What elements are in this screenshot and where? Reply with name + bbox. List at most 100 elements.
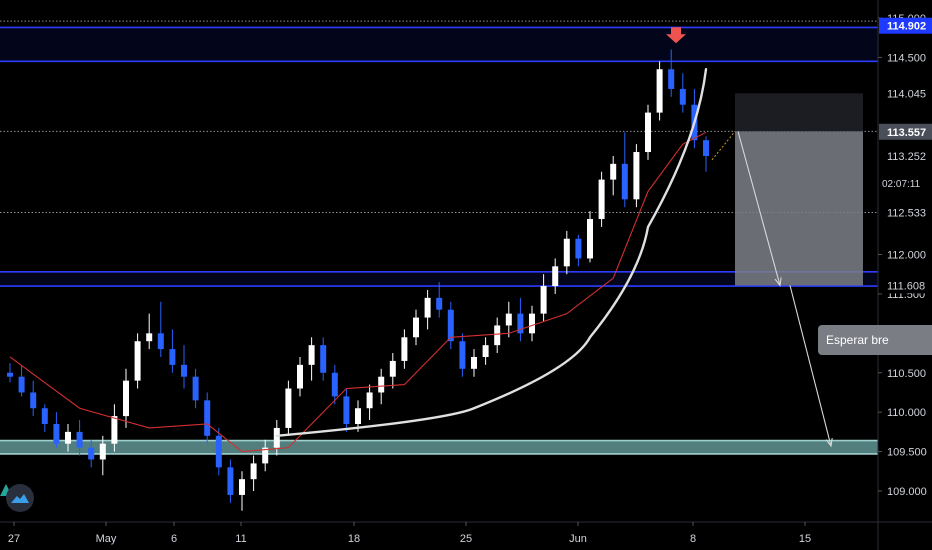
projection-box-upper — [735, 93, 863, 132]
candle-body — [401, 337, 408, 361]
candle-body — [679, 88, 686, 105]
candle-body — [181, 364, 187, 377]
candle-body — [297, 364, 303, 389]
price-label-bg — [879, 147, 932, 164]
candle-body — [146, 333, 153, 342]
callout-annotation: Esperar bre — [818, 325, 932, 355]
candle-body — [517, 313, 524, 334]
candle-body — [227, 467, 234, 495]
candle-body — [41, 408, 48, 424]
price-label: 114.902 — [887, 21, 926, 33]
candle-body — [610, 163, 617, 180]
candle-body — [471, 356, 477, 369]
countdown-label: 02:07:11 — [880, 177, 932, 192]
candle-body — [308, 345, 315, 365]
candle-body — [355, 408, 361, 424]
time-tick-label: 15 — [799, 533, 811, 545]
candle-body — [645, 112, 651, 153]
price-tick-label: 112.000 — [887, 250, 926, 262]
candle-body — [575, 238, 582, 259]
time-tick-label: 11 — [235, 533, 246, 545]
price-label-bg — [879, 17, 932, 34]
projection-box-lower — [735, 131, 863, 286]
candle-body — [18, 376, 25, 393]
price-label: 113.557 — [887, 127, 926, 139]
candle-body — [99, 443, 106, 460]
candles-layer — [7, 49, 709, 511]
candle-body — [250, 463, 257, 480]
candle-body — [111, 416, 118, 444]
candle-body — [366, 392, 373, 409]
candle-body — [436, 297, 443, 310]
candle-body — [262, 447, 269, 464]
candle-body — [204, 400, 211, 436]
price-label: 114.045 — [887, 88, 926, 100]
candle-body — [285, 388, 292, 428]
candle-body — [65, 431, 71, 444]
candle-body — [413, 317, 419, 338]
time-tick-label: 18 — [348, 533, 360, 545]
price-label: 113.252 — [887, 151, 926, 163]
candle-body — [273, 427, 280, 448]
level-lines-layer — [0, 20, 878, 213]
candle-body — [389, 360, 396, 377]
candle-body — [447, 309, 454, 342]
candle-body — [76, 431, 83, 448]
down-arrow-icon — [666, 27, 686, 44]
price-label: 112.533 — [887, 207, 926, 219]
price-tick-label: 109.000 — [887, 486, 927, 498]
candle-body — [505, 313, 512, 326]
time-tick-label: 27 — [8, 533, 20, 545]
marker-layer — [666, 27, 686, 44]
candle-body — [587, 219, 593, 259]
candle-body — [53, 423, 60, 444]
candle-body — [482, 345, 489, 357]
moving-average-layer — [9, 131, 707, 453]
projection-arrow-head — [774, 277, 782, 287]
curve-layer — [275, 68, 708, 438]
zone-rect — [0, 27, 878, 62]
candle-body — [459, 341, 466, 369]
parabolic-curve — [275, 68, 708, 438]
candle-body — [192, 376, 199, 401]
tradingview-logo-icon — [6, 484, 34, 512]
candle-body — [378, 376, 385, 393]
candle-body — [563, 238, 570, 267]
candle-body — [598, 179, 605, 220]
candle-body — [320, 345, 327, 373]
moving-average-line — [9, 131, 707, 453]
candle-body — [424, 297, 431, 318]
price-label-bg — [879, 277, 932, 294]
candle-body — [540, 286, 547, 314]
projection-arrow-line — [737, 131, 781, 286]
price-tick-label: 110.000 — [887, 407, 926, 419]
price-label-bg — [879, 204, 932, 221]
candle-body — [30, 392, 37, 409]
candle-body — [239, 479, 245, 495]
time-tick-label: Jun — [569, 533, 587, 545]
projection-arrow-line — [789, 285, 832, 447]
zone-rect — [0, 440, 878, 454]
projection-arrow-head — [825, 438, 833, 448]
price-tick-label: 109.500 — [887, 447, 927, 459]
price-label-bg — [879, 123, 932, 140]
candle-body — [215, 435, 222, 468]
candle-body — [134, 341, 141, 381]
candle-body — [633, 152, 640, 200]
price-label: 111.608 — [887, 280, 925, 292]
zone-rect — [0, 271, 878, 287]
candle-body — [668, 69, 675, 89]
price-tick-label: 110.500 — [887, 368, 926, 380]
price-label-bg — [879, 85, 932, 102]
candle-body — [88, 447, 95, 460]
candle-body — [7, 372, 13, 377]
time-tick-label: 6 — [171, 533, 177, 545]
time-tick-label: 8 — [690, 533, 696, 545]
candle-body — [169, 349, 176, 365]
candle-body — [703, 140, 709, 156]
candle-body — [343, 396, 350, 424]
candle-body — [656, 69, 663, 113]
candle-body — [552, 266, 559, 287]
